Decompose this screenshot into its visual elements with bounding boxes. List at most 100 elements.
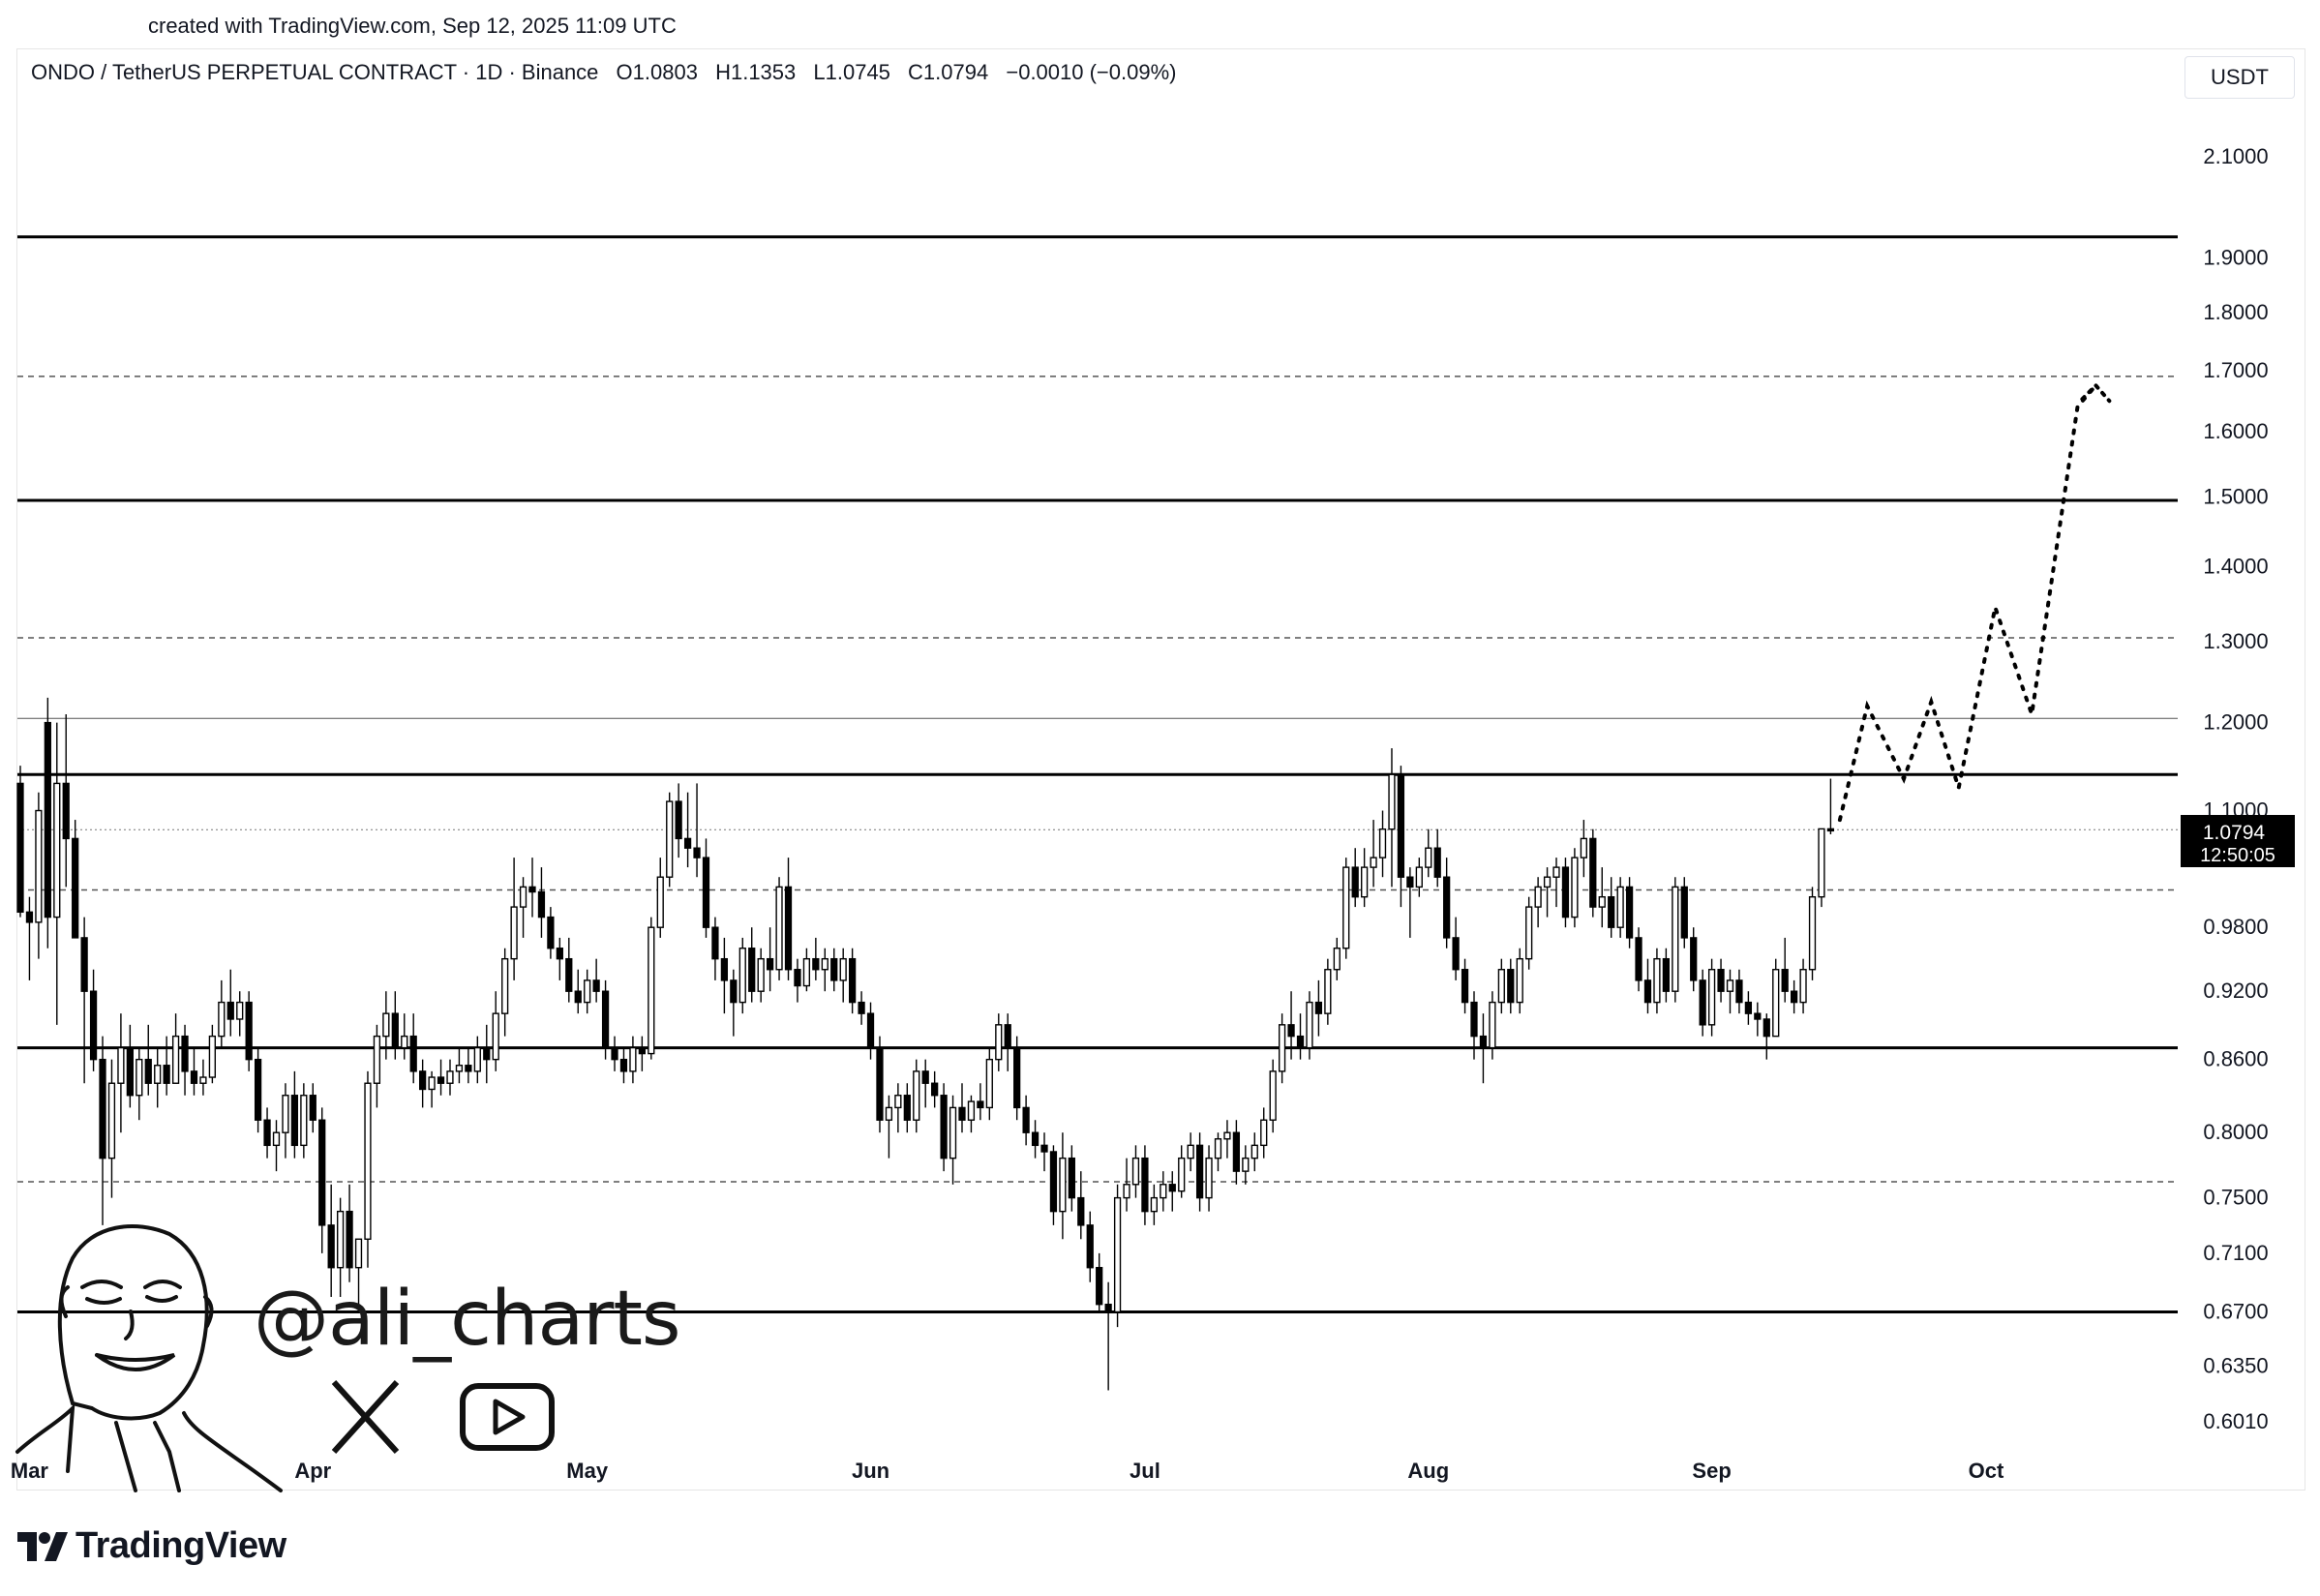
candle[interactable] <box>601 979 610 1060</box>
candle[interactable] <box>1131 1145 1140 1198</box>
candle[interactable] <box>1096 1252 1103 1312</box>
candle[interactable] <box>985 1047 993 1121</box>
candle[interactable] <box>1214 1132 1222 1172</box>
candle[interactable] <box>1022 1095 1030 1146</box>
candle[interactable] <box>949 1095 957 1185</box>
candle[interactable] <box>940 1083 948 1172</box>
candle[interactable] <box>1168 1171 1176 1212</box>
candle[interactable] <box>254 1047 262 1133</box>
candle[interactable] <box>1707 958 1716 1037</box>
candle[interactable] <box>565 937 573 1003</box>
candle[interactable] <box>1534 877 1542 928</box>
candle[interactable] <box>510 858 518 980</box>
candle[interactable] <box>354 1238 363 1312</box>
candle[interactable] <box>584 969 591 1014</box>
candle[interactable] <box>117 1013 125 1133</box>
candle[interactable] <box>648 917 655 1060</box>
candle[interactable] <box>1361 848 1369 908</box>
candle[interactable] <box>1772 958 1780 1038</box>
candle[interactable] <box>1269 1059 1277 1133</box>
candle[interactable] <box>382 991 390 1060</box>
candle[interactable] <box>318 1107 326 1253</box>
candle[interactable] <box>656 858 664 938</box>
candle[interactable] <box>711 917 719 980</box>
candle[interactable] <box>409 1013 417 1084</box>
candle[interactable] <box>437 1059 445 1096</box>
candle[interactable] <box>738 937 746 1014</box>
candle[interactable] <box>80 917 88 1084</box>
candle[interactable] <box>528 858 536 918</box>
candle[interactable] <box>1489 991 1496 1060</box>
candle[interactable] <box>1717 958 1725 1003</box>
projection-line[interactable] <box>1837 383 2098 823</box>
candle[interactable] <box>1086 1211 1094 1282</box>
candle[interactable] <box>675 783 682 858</box>
candle[interactable] <box>958 1083 966 1133</box>
candle[interactable] <box>1324 958 1332 1025</box>
candle[interactable] <box>977 1083 984 1121</box>
candle[interactable] <box>336 1197 345 1297</box>
candle[interactable] <box>107 1059 116 1198</box>
candle[interactable] <box>1232 1120 1241 1185</box>
candle[interactable] <box>519 877 527 938</box>
candle[interactable] <box>1452 917 1460 980</box>
candle[interactable] <box>1278 1013 1286 1084</box>
candle[interactable] <box>1589 828 1597 918</box>
candle[interactable] <box>1808 887 1817 980</box>
candle[interactable] <box>72 820 79 939</box>
candle[interactable] <box>1031 1120 1039 1159</box>
candle[interactable] <box>1205 1145 1213 1212</box>
candle[interactable] <box>1370 820 1377 888</box>
candle[interactable] <box>1287 991 1295 1060</box>
candle[interactable] <box>1415 858 1423 897</box>
candle[interactable] <box>1013 1036 1021 1121</box>
candle[interactable] <box>483 1024 491 1084</box>
symbol-name[interactable]: ONDO / TetherUS PERPETUAL CONTRACT · 1D … <box>31 60 599 84</box>
candle[interactable] <box>1250 1132 1258 1172</box>
candle[interactable] <box>638 1036 646 1071</box>
candle[interactable] <box>611 1036 618 1071</box>
candle[interactable] <box>683 792 692 868</box>
candle[interactable] <box>702 838 710 938</box>
candle[interactable] <box>1160 1171 1167 1212</box>
candle[interactable] <box>1643 958 1652 1014</box>
youtube-icon[interactable] <box>460 1383 555 1451</box>
candle[interactable] <box>346 1184 353 1282</box>
candle[interactable] <box>876 1036 884 1133</box>
candle[interactable] <box>218 979 226 1048</box>
candle[interactable] <box>995 1013 1003 1071</box>
currency-button[interactable]: USDT <box>2184 56 2295 99</box>
candle[interactable] <box>775 877 783 980</box>
candle[interactable] <box>446 1059 454 1096</box>
candle[interactable] <box>401 1013 408 1060</box>
candle[interactable] <box>1571 848 1579 928</box>
candle[interactable] <box>428 1070 436 1108</box>
candle[interactable] <box>1397 766 1405 908</box>
candle[interactable] <box>1296 1013 1305 1060</box>
candle[interactable] <box>894 1083 902 1133</box>
candle[interactable] <box>1625 877 1634 949</box>
candle[interactable] <box>1507 958 1515 1014</box>
candle[interactable] <box>1543 867 1552 918</box>
candle[interactable] <box>802 948 811 992</box>
candle[interactable] <box>574 969 582 1014</box>
candle[interactable] <box>921 1059 929 1108</box>
candle[interactable] <box>1049 1145 1058 1225</box>
candle[interactable] <box>327 1184 335 1297</box>
candle[interactable] <box>858 991 865 1025</box>
candle[interactable] <box>1388 748 1396 888</box>
candle[interactable] <box>473 1036 481 1084</box>
candle[interactable] <box>89 969 98 1071</box>
candle[interactable] <box>1826 778 1835 835</box>
candle[interactable] <box>830 948 838 992</box>
candle[interactable] <box>720 937 729 1014</box>
candle[interactable] <box>136 1047 143 1121</box>
candle[interactable] <box>16 766 24 918</box>
candle[interactable] <box>693 783 701 878</box>
candle[interactable] <box>1680 877 1688 949</box>
candle[interactable] <box>730 969 738 1037</box>
candle[interactable] <box>1754 1002 1762 1037</box>
candle[interactable] <box>1406 867 1414 938</box>
candle[interactable] <box>373 1024 381 1108</box>
candle[interactable] <box>1351 848 1359 908</box>
